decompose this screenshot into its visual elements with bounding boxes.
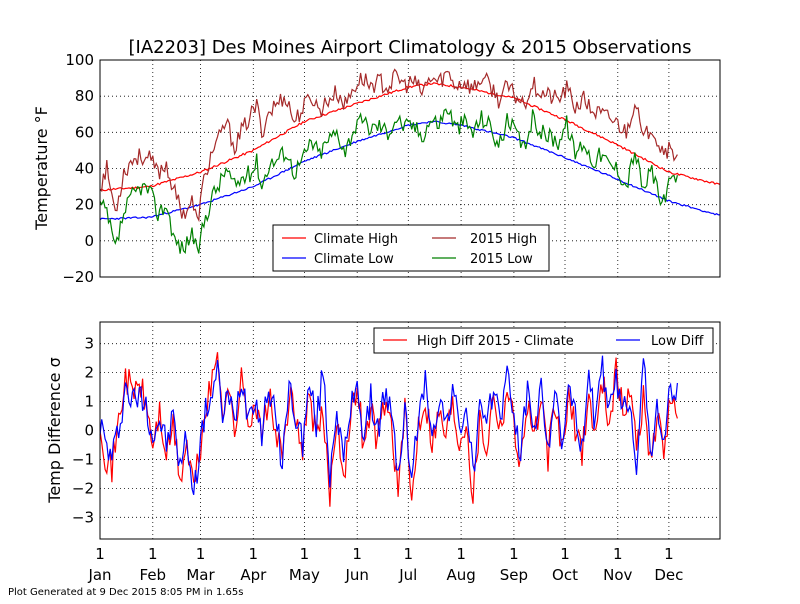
x-tick-month-label: Jan <box>87 566 111 584</box>
top-y-tick-label: 100 <box>65 51 94 69</box>
top-plot-frame <box>99 59 721 278</box>
top-y-tick-label: 80 <box>75 87 94 105</box>
x-tick-month-label: Apr <box>240 566 267 584</box>
x-tick-day-label: 1 <box>196 545 206 563</box>
x-tick-month-label: Jul <box>398 566 417 584</box>
legend-label-2015-high: 2015 High <box>470 232 537 247</box>
footer-note: Plot Generated at 9 Dec 2015 8:05 PM in … <box>8 587 243 598</box>
x-tick-day-label: 1 <box>560 545 570 563</box>
bottom-y-tick-label: 0 <box>84 422 94 440</box>
x-tick-day-label: 1 <box>95 545 105 563</box>
bottom-legend-box <box>373 327 714 354</box>
2015-low-line <box>99 108 678 255</box>
top-y-tick-label: 40 <box>75 160 94 178</box>
bottom-y-tick-label: 1 <box>84 393 94 411</box>
legend-label-high-diff: High Diff 2015 - Climate <box>417 334 574 349</box>
bottom-y-tick-label: −3 <box>72 508 94 526</box>
top-legend: Climate High Climate Low 2015 High 2015 … <box>272 224 550 272</box>
climate-high-line <box>99 82 721 192</box>
bottom-y-tick-label: 3 <box>84 335 94 353</box>
top-y-tick-label: −20 <box>62 268 94 286</box>
bottom-plot-frame <box>99 321 721 540</box>
legend-label-low-diff: Low Diff <box>651 334 704 349</box>
x-tick-day-label: 1 <box>613 545 623 563</box>
x-tick-month-label: Jun <box>344 566 368 584</box>
top-series-lines <box>99 68 721 255</box>
legend-label-2015-low: 2015 Low <box>470 252 533 267</box>
x-tick-day-label: 1 <box>300 545 310 563</box>
chart-title: [IA2203] Des Moines Airport Climatology … <box>129 37 692 58</box>
x-tick-day-label: 1 <box>456 545 466 563</box>
bottom-y-axis-label: Temp Difference σ <box>45 357 64 503</box>
x-tick-day-label: 1 <box>249 545 259 563</box>
x-tick-month-label: Oct <box>552 566 578 584</box>
top-y-ticks: −20 0 20 40 60 80 100 <box>62 51 94 286</box>
bottom-series-lines <box>99 352 678 507</box>
high-diff-line <box>99 352 678 507</box>
bottom-y-ticks: −3 −2 −1 0 1 2 3 <box>72 335 94 527</box>
top-y-tick-label: 0 <box>84 232 94 250</box>
2015-high-line <box>99 68 678 223</box>
x-axis-ticks: 1 Jan 1 Feb 1 Mar 1 Apr 1 May 1 Jun 1 Jul 1 Aug 1 Sep 1 Oct… <box>87 545 683 584</box>
legend-label-climate-high: Climate High <box>314 232 398 247</box>
top-y-axis-label: Temperature °F <box>32 106 51 231</box>
bottom-gridlines <box>99 322 720 539</box>
x-tick-month-label: Mar <box>186 566 215 584</box>
x-tick-month-label: May <box>289 566 320 584</box>
x-tick-month-label: Feb <box>140 566 167 584</box>
climate-low-line <box>99 120 721 221</box>
bottom-legend: High Diff 2015 - Climate Low Diff <box>373 327 714 354</box>
low-diff-line <box>99 355 678 495</box>
bottom-y-tick-label: −2 <box>72 479 94 497</box>
bottom-y-tick-label: −1 <box>72 450 94 468</box>
top-y-tick-label: 60 <box>75 123 94 141</box>
x-tick-day-label: 1 <box>509 545 519 563</box>
legend-label-climate-low: Climate Low <box>314 252 394 267</box>
top-legend-box <box>272 224 550 272</box>
x-tick-month-label: Aug <box>446 566 475 584</box>
x-tick-month-label: Nov <box>603 566 632 584</box>
x-tick-day-label: 1 <box>664 545 674 563</box>
x-tick-day-label: 1 <box>148 545 158 563</box>
bottom-y-tick-label: 2 <box>84 364 94 382</box>
x-tick-month-label: Dec <box>654 566 683 584</box>
x-tick-day-label: 1 <box>352 545 362 563</box>
x-tick-month-label: Sep <box>500 566 528 584</box>
top-y-tick-label: 20 <box>75 196 94 214</box>
x-tick-day-label: 1 <box>404 545 414 563</box>
